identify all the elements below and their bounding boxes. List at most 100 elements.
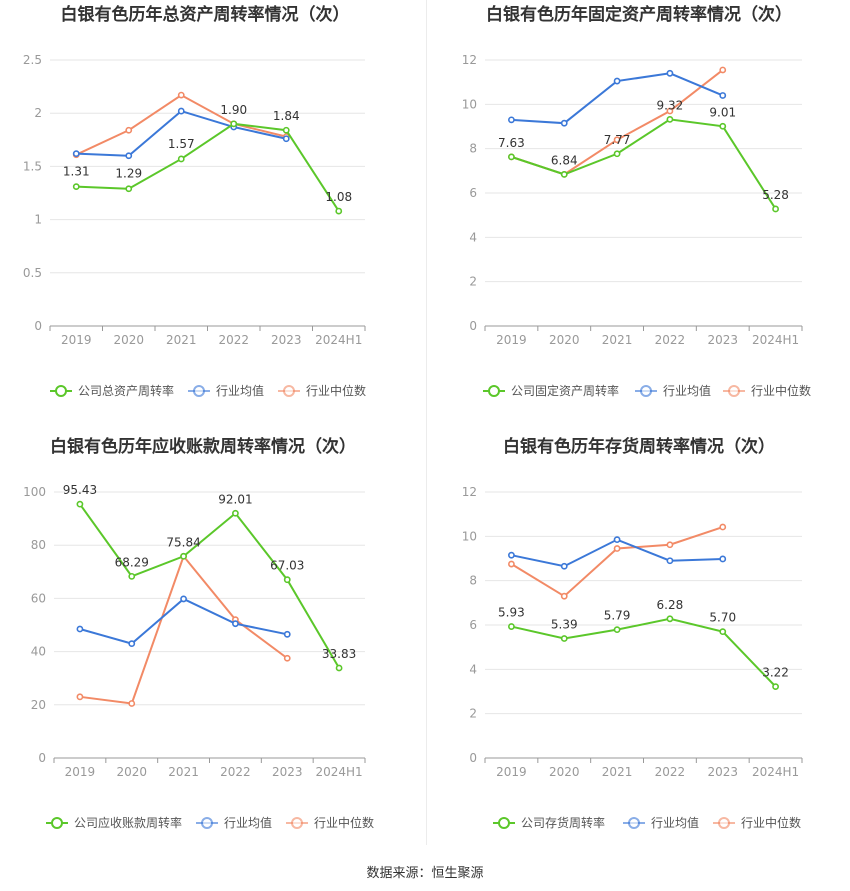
legend-item-industry-median-series: 行业中位数 — [723, 383, 811, 398]
data-label: 68.29 — [115, 555, 149, 569]
legend-marker — [193, 385, 205, 397]
data-point — [177, 155, 185, 163]
y-tick-label: 4 — [469, 230, 477, 244]
data-point — [613, 77, 621, 85]
data-point — [508, 560, 515, 568]
legend-item-industry-median-series: 行业中位数 — [713, 815, 801, 830]
data-label: 3.22 — [762, 666, 789, 680]
legend-label: 行业中位数 — [306, 383, 366, 398]
chart-receivables-turnover: 白银有色历年应收账款周转率情况（次） 0 20 40 60 80 100 2019 2020 20… — [0, 432, 425, 862]
x-tick-label: 2022 — [655, 333, 686, 347]
legend-label: 行业均值 — [224, 815, 272, 830]
data-label: 9.32 — [657, 98, 684, 112]
series-line — [79, 554, 288, 705]
data-point — [719, 628, 727, 636]
y-tick-label: 2 — [469, 707, 477, 721]
legend-label: 公司固定资产周转率 — [511, 383, 619, 398]
x-tick-label: 2023 — [707, 765, 738, 779]
series-line — [511, 538, 723, 568]
industry-median-series — [76, 552, 291, 707]
y-tick-label: 0 — [469, 319, 477, 333]
y-tick-label: 6 — [469, 186, 477, 200]
data-point — [128, 572, 136, 580]
data-point — [76, 500, 84, 508]
legend-label: 行业中位数 — [741, 815, 801, 830]
data-label: 33.83 — [322, 647, 356, 661]
legend-label: 行业均值 — [216, 383, 264, 398]
legend-label: 公司应收账款周转率 — [74, 815, 182, 830]
y-tick-label: 2 — [34, 106, 42, 120]
data-point — [666, 107, 674, 115]
y-tick-label: 0 — [34, 319, 42, 333]
legend-marker — [718, 817, 730, 829]
series-line — [511, 118, 777, 210]
y-tick-label: 4 — [469, 662, 477, 676]
y-tick-label: 12 — [462, 53, 477, 67]
legend-marker — [728, 385, 740, 397]
legend-marker — [628, 817, 640, 829]
data-point — [613, 536, 621, 544]
series-line — [79, 503, 340, 669]
data-label: 5.39 — [551, 618, 578, 632]
data-point — [613, 545, 621, 552]
data-point — [128, 640, 136, 648]
data-point — [335, 664, 343, 672]
data-point — [613, 136, 621, 144]
data-point — [560, 170, 568, 178]
legend-item-industry-avg-series: 行业均值 — [623, 815, 699, 830]
legend-item-company-series: 公司总资产周转率 — [50, 383, 174, 398]
data-point — [232, 620, 239, 628]
data-label: 7.63 — [498, 136, 525, 150]
data-point — [508, 623, 515, 630]
data-point — [230, 120, 238, 128]
legend-item-industry-median-series: 行业中位数 — [286, 815, 374, 830]
data-label: 9.01 — [709, 105, 736, 119]
data-point — [125, 126, 133, 134]
data-point — [560, 562, 568, 570]
data-point — [666, 541, 674, 549]
data-point — [283, 576, 291, 584]
legend-label: 行业中位数 — [751, 383, 811, 398]
series-line — [511, 617, 777, 688]
data-point — [282, 135, 290, 143]
data-point — [719, 92, 727, 99]
y-tick-label: 2.5 — [23, 53, 42, 67]
x-tick-label: 2020 — [549, 765, 580, 779]
chart-svg: 白银有色历年总资产周转率情况（次） 0 0.5 1 1.5 2 2.5 2019 2020 202… — [23, 4, 366, 398]
y-tick-label: 6 — [469, 618, 477, 632]
y-tick-label: 40 — [31, 645, 46, 659]
data-point — [719, 66, 727, 74]
data-point — [560, 592, 568, 600]
x-tick-label: 2024H1 — [752, 333, 799, 347]
data-point — [180, 552, 187, 560]
legend-marker — [488, 385, 500, 397]
x-tick-label: 2024H1 — [315, 765, 362, 779]
industry-avg-series — [76, 595, 291, 648]
industry-avg-series — [508, 536, 727, 570]
data-label: 5.70 — [709, 611, 736, 625]
data-point — [772, 683, 779, 691]
chart-title: 白银有色历年固定资产周转率情况（次） — [486, 4, 792, 25]
chart-title: 白银有色历年存货周转率情况（次） — [503, 436, 775, 457]
data-point — [508, 551, 515, 559]
data-point — [125, 152, 133, 160]
y-tick-label: 1.5 — [23, 159, 42, 173]
x-tick-label: 2022 — [220, 765, 251, 779]
y-tick-label: 60 — [31, 591, 46, 605]
legend-item-company-series: 公司存货周转率 — [493, 815, 605, 830]
x-tick-label: 2023 — [271, 333, 302, 347]
industry-avg-series — [508, 69, 727, 127]
y-tick-label: 20 — [31, 698, 46, 712]
y-tick-label: 0 — [469, 751, 477, 765]
data-label: 75.84 — [166, 535, 200, 549]
x-tick-label: 2021 — [602, 765, 633, 779]
data-point — [283, 654, 291, 662]
y-tick-label: 80 — [31, 538, 46, 552]
chart-svg: 白银有色历年存货周转率情况（次） 0 2 4 6 8 10 12 2019 2020 2021 202… — [462, 436, 803, 830]
chart-svg: 白银有色历年固定资产周转率情况（次） 0 2 4 6 8 10 12 2019 2020 2021 2… — [462, 4, 811, 398]
data-point — [177, 107, 185, 115]
legend-marker — [283, 385, 295, 397]
industry-avg-series — [72, 107, 290, 160]
x-tick-label: 2020 — [113, 333, 144, 347]
y-tick-label: 10 — [462, 97, 477, 111]
